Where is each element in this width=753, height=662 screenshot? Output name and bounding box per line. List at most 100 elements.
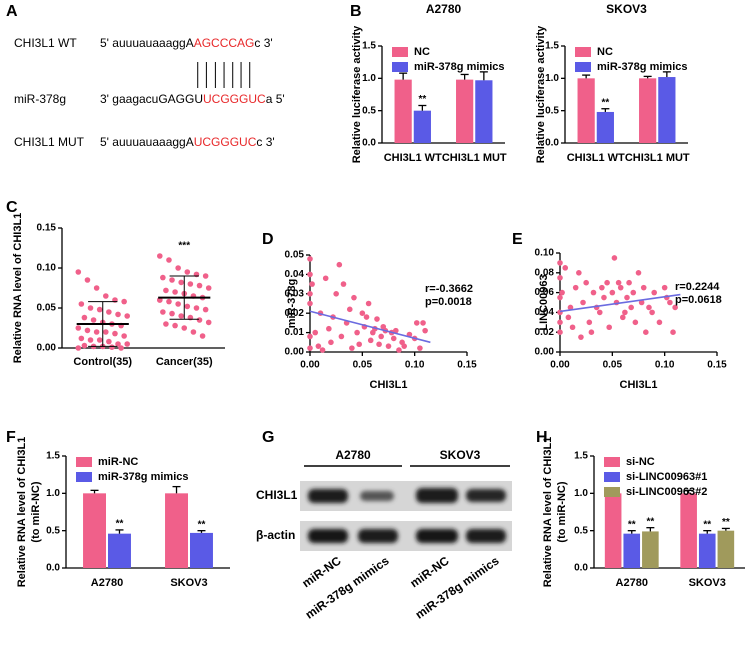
point: [557, 260, 563, 266]
dot: [81, 314, 88, 321]
x-tick-label: A2780: [616, 577, 648, 589]
point: [630, 289, 637, 296]
legend-swatch: [604, 487, 620, 497]
point: [565, 314, 572, 321]
y-axis-label: Relative luciferase activity: [535, 25, 547, 163]
x-tick-label: 0.15: [707, 360, 727, 371]
dot: [103, 293, 109, 299]
x-tick-label: 0.05: [353, 360, 373, 371]
error-bar: [582, 74, 591, 79]
dot: [172, 322, 178, 329]
sequence-segment: 5' auuuauaaaggA: [100, 135, 194, 149]
dot: [202, 273, 209, 279]
significance: **: [601, 97, 609, 108]
error-bar: [662, 71, 671, 78]
x-tick-label: 0.05: [603, 360, 623, 371]
dot: [78, 301, 85, 307]
protein-label: β-actin: [256, 528, 295, 542]
significance: **: [628, 519, 636, 530]
point: [626, 279, 632, 286]
band: [416, 529, 458, 543]
y-tick-label: 0.00: [285, 347, 305, 358]
fit-line: [559, 293, 681, 313]
point: [609, 289, 616, 296]
dot: [169, 310, 175, 317]
dot: [193, 305, 200, 311]
point: [572, 284, 579, 291]
chart-title: SKOV3: [606, 2, 647, 16]
y-tick-label: 0.5: [545, 105, 559, 116]
y-tick-label: 0.0: [362, 138, 376, 149]
point: [396, 347, 402, 353]
y-tick-label: 0.03: [285, 288, 305, 299]
dot: [205, 285, 212, 291]
bar: [475, 80, 493, 143]
protein-label: CHI3L1: [256, 488, 298, 502]
point: [588, 329, 595, 336]
point: [596, 309, 603, 316]
point: [656, 319, 663, 326]
sequence: 5' auuuauaaaggAAGCCCAGc 3': [100, 36, 273, 50]
dot: [90, 317, 97, 323]
panel-label: F: [6, 429, 16, 446]
dot: [118, 345, 124, 351]
error-bar: [479, 71, 488, 81]
dot: [109, 344, 115, 351]
point: [622, 309, 628, 316]
point: [385, 343, 392, 349]
legend-label: si-NC: [626, 456, 655, 468]
dot: [84, 277, 91, 283]
dot: [181, 325, 188, 331]
x-axis-label: CHI3L1: [370, 379, 408, 391]
dot: [81, 342, 88, 349]
sequence-segment: AGCCCAG: [194, 36, 255, 50]
point: [661, 284, 668, 291]
panel-label: G: [262, 429, 274, 446]
point: [378, 333, 384, 340]
legend-label: miR-378g mimics: [98, 471, 188, 483]
y-tick-label: 0.10: [535, 248, 555, 259]
sequence-label: CHI3L1 WT: [14, 36, 77, 50]
dot: [115, 311, 121, 318]
dot: [175, 301, 181, 307]
point: [315, 343, 322, 349]
bar: [642, 531, 659, 568]
error-bar: [172, 485, 181, 494]
y-tick-label: 0.0: [545, 138, 559, 149]
x-tick-label: CHI3L1 WT: [567, 152, 625, 164]
dot: [103, 329, 109, 335]
point: [307, 256, 313, 262]
point: [413, 320, 420, 326]
legend-swatch: [604, 472, 620, 482]
x-tick-label: 0.00: [550, 360, 570, 371]
point: [346, 306, 353, 313]
dot: [187, 281, 194, 287]
dot: [78, 335, 85, 342]
point: [307, 271, 313, 278]
dot: [93, 285, 100, 291]
point: [583, 279, 589, 286]
blot-frame: [300, 465, 512, 551]
bar: [604, 493, 622, 568]
point: [651, 289, 657, 296]
dot: [96, 306, 103, 313]
legend-swatch: [604, 457, 620, 467]
dot: [121, 298, 127, 305]
point: [599, 284, 605, 291]
point: [340, 281, 347, 287]
legend-label: miR-378g mimics: [597, 61, 687, 73]
dot: [202, 306, 209, 313]
legend-label: NC: [597, 46, 613, 58]
lane-label: miR-378g mimics: [303, 553, 392, 621]
dot: [166, 298, 172, 305]
bar: [456, 79, 474, 143]
point: [365, 300, 372, 307]
annotation: r=-0.3662: [425, 283, 473, 295]
point: [590, 289, 597, 296]
point: [374, 316, 380, 322]
point: [312, 329, 319, 336]
x-tick-label: 0.10: [405, 360, 425, 371]
annotation: p=0.0618: [675, 294, 722, 306]
y-axis-label: Relative RNA level of CHI3L1: [12, 213, 24, 364]
